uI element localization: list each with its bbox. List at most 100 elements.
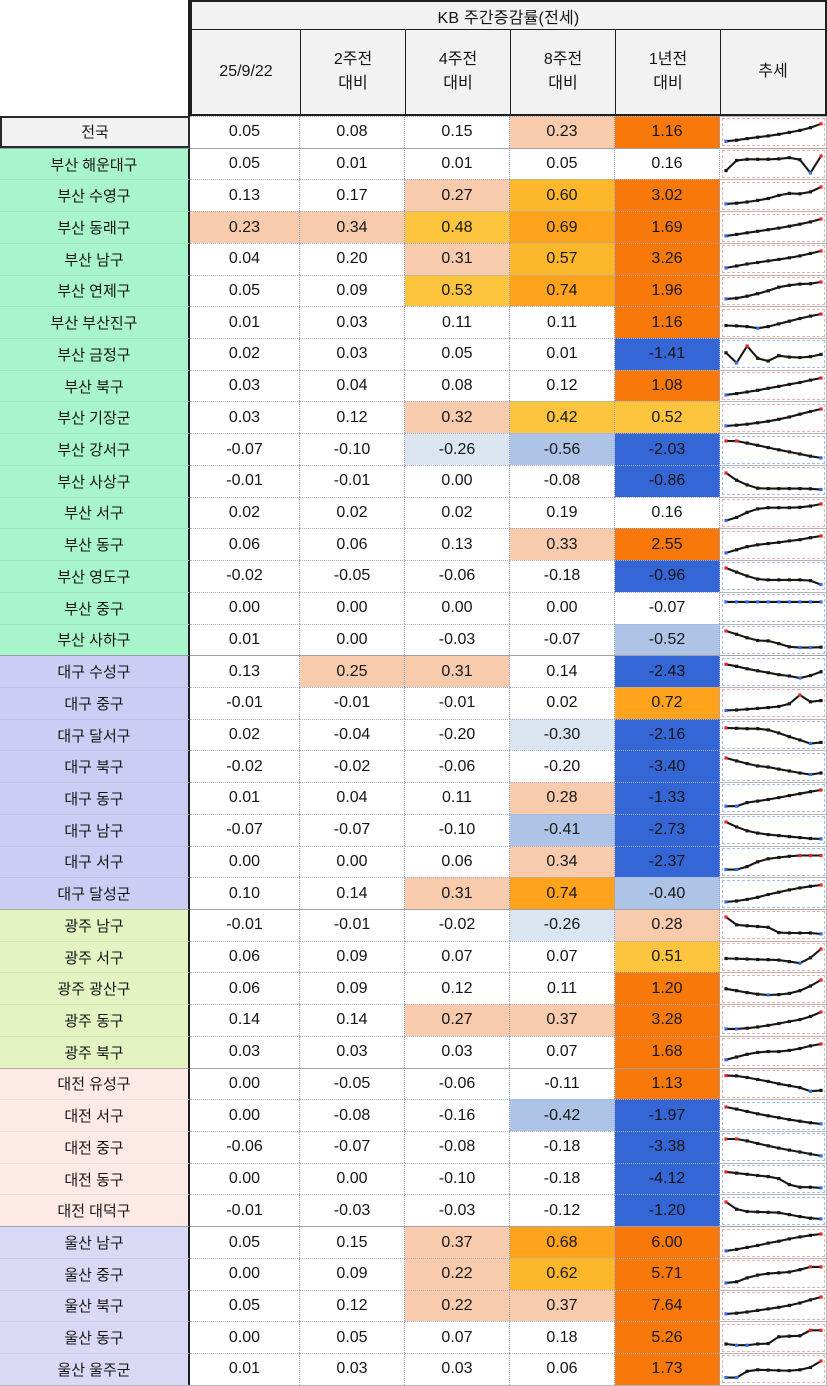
value-cell[interactable]: -1.20	[615, 1194, 720, 1227]
trend-cell[interactable]	[720, 813, 827, 846]
value-cell[interactable]: -0.26	[405, 433, 510, 465]
value-cell[interactable]: 0.05	[190, 274, 300, 307]
value-cell[interactable]: 0.08	[405, 369, 510, 402]
value-cell[interactable]: 0.69	[510, 211, 615, 243]
region-label[interactable]: 부산 해운대구	[0, 147, 190, 180]
value-cell[interactable]: 0.01	[190, 782, 300, 814]
value-cell[interactable]: 0.00	[190, 1099, 300, 1131]
value-cell[interactable]: -0.02	[300, 750, 405, 783]
value-cell[interactable]: -0.18	[510, 1162, 615, 1195]
value-cell[interactable]: 3.02	[615, 179, 720, 212]
trend-cell[interactable]	[720, 401, 827, 434]
region-label[interactable]: 부산 북구	[0, 369, 190, 402]
value-cell[interactable]: 0.12	[405, 972, 510, 1005]
value-cell[interactable]: -0.18	[510, 560, 615, 592]
value-cell[interactable]: -0.11	[510, 1067, 615, 1100]
value-cell[interactable]: -0.18	[510, 1131, 615, 1163]
value-cell[interactable]: 0.00	[190, 591, 300, 624]
trend-cell[interactable]	[720, 591, 827, 624]
value-cell[interactable]: -1.41	[615, 338, 720, 370]
column-header-4w[interactable]: 4주전 대비	[405, 30, 510, 116]
value-cell[interactable]: 0.31	[405, 242, 510, 275]
value-cell[interactable]: -0.30	[510, 718, 615, 751]
value-cell[interactable]: 0.17	[300, 179, 405, 212]
value-cell[interactable]: -0.26	[510, 908, 615, 941]
value-cell[interactable]: 0.04	[300, 369, 405, 402]
region-label[interactable]: 부산 남구	[0, 242, 190, 275]
value-cell[interactable]: 0.12	[300, 1289, 405, 1322]
value-cell[interactable]: 0.01	[190, 306, 300, 339]
trend-cell[interactable]	[720, 877, 827, 909]
value-cell[interactable]: 3.28	[615, 1004, 720, 1036]
value-cell[interactable]: 0.07	[510, 1035, 615, 1068]
trend-cell[interactable]	[720, 940, 827, 973]
value-cell[interactable]: 0.10	[190, 877, 300, 909]
value-cell[interactable]: 0.03	[300, 306, 405, 339]
region-label[interactable]: 광주 남구	[0, 908, 190, 941]
value-cell[interactable]: 0.02	[510, 686, 615, 719]
trend-cell[interactable]	[720, 116, 827, 148]
value-cell[interactable]: 0.09	[300, 940, 405, 973]
value-cell[interactable]: 1.68	[615, 1035, 720, 1068]
value-cell[interactable]: 1.16	[615, 116, 720, 148]
value-cell[interactable]: 0.74	[510, 274, 615, 307]
value-cell[interactable]: 0.28	[510, 782, 615, 814]
value-cell[interactable]: 0.09	[300, 1257, 405, 1290]
value-cell[interactable]: 0.05	[190, 1226, 300, 1258]
region-label[interactable]: 울산 북구	[0, 1289, 190, 1322]
value-cell[interactable]: 0.07	[405, 940, 510, 973]
trend-cell[interactable]	[720, 528, 827, 561]
region-label[interactable]: 부산 동구	[0, 528, 190, 561]
value-cell[interactable]: 0.05	[405, 338, 510, 370]
value-cell[interactable]: 0.68	[510, 1226, 615, 1258]
value-cell[interactable]: 0.14	[190, 1004, 300, 1036]
trend-cell[interactable]	[720, 1067, 827, 1100]
value-cell[interactable]: 0.06	[300, 528, 405, 561]
value-cell[interactable]: 0.14	[510, 655, 615, 687]
value-cell[interactable]: 0.37	[510, 1004, 615, 1036]
value-cell[interactable]: 0.00	[300, 1162, 405, 1195]
value-cell[interactable]: -2.73	[615, 813, 720, 846]
value-cell[interactable]: -0.03	[405, 623, 510, 656]
value-cell[interactable]: -0.03	[300, 1194, 405, 1227]
trend-cell[interactable]	[720, 147, 827, 180]
value-cell[interactable]: 0.00	[405, 464, 510, 497]
region-label[interactable]: 대구 북구	[0, 750, 190, 783]
value-cell[interactable]: 0.04	[300, 782, 405, 814]
value-cell[interactable]: -0.06	[190, 1131, 300, 1163]
value-cell[interactable]: -0.02	[190, 560, 300, 592]
trend-cell[interactable]	[720, 782, 827, 814]
region-label[interactable]: 전국	[0, 116, 190, 148]
value-cell[interactable]: -1.33	[615, 782, 720, 814]
value-cell[interactable]: 0.12	[510, 369, 615, 402]
value-cell[interactable]: 0.53	[405, 274, 510, 307]
value-cell[interactable]: 0.00	[300, 623, 405, 656]
value-cell[interactable]: 0.05	[190, 116, 300, 148]
value-cell[interactable]: 0.00	[190, 1067, 300, 1100]
region-label[interactable]: 광주 광산구	[0, 972, 190, 1005]
value-cell[interactable]: -0.20	[510, 750, 615, 783]
region-label[interactable]: 부산 서구	[0, 496, 190, 529]
value-cell[interactable]: 0.33	[510, 528, 615, 561]
value-cell[interactable]: 0.06	[190, 528, 300, 561]
value-cell[interactable]: 0.05	[190, 147, 300, 180]
value-cell[interactable]: -2.37	[615, 845, 720, 878]
value-cell[interactable]: 0.37	[405, 1226, 510, 1258]
value-cell[interactable]: 0.74	[510, 877, 615, 909]
value-cell[interactable]: 0.02	[405, 496, 510, 529]
value-cell[interactable]: 0.27	[405, 179, 510, 212]
value-cell[interactable]: 0.02	[190, 496, 300, 529]
value-cell[interactable]: 0.02	[190, 718, 300, 751]
value-cell[interactable]: -0.02	[405, 908, 510, 941]
trend-cell[interactable]	[720, 686, 827, 719]
region-label[interactable]: 광주 북구	[0, 1035, 190, 1068]
trend-cell[interactable]	[720, 369, 827, 402]
trend-cell[interactable]	[720, 433, 827, 465]
value-cell[interactable]: 0.03	[300, 338, 405, 370]
value-cell[interactable]: -0.07	[615, 591, 720, 624]
value-cell[interactable]: 0.01	[190, 1353, 300, 1385]
value-cell[interactable]: 7.64	[615, 1289, 720, 1322]
value-cell[interactable]: 0.05	[510, 147, 615, 180]
value-cell[interactable]: -0.07	[190, 433, 300, 465]
region-label[interactable]: 부산 연제구	[0, 274, 190, 307]
